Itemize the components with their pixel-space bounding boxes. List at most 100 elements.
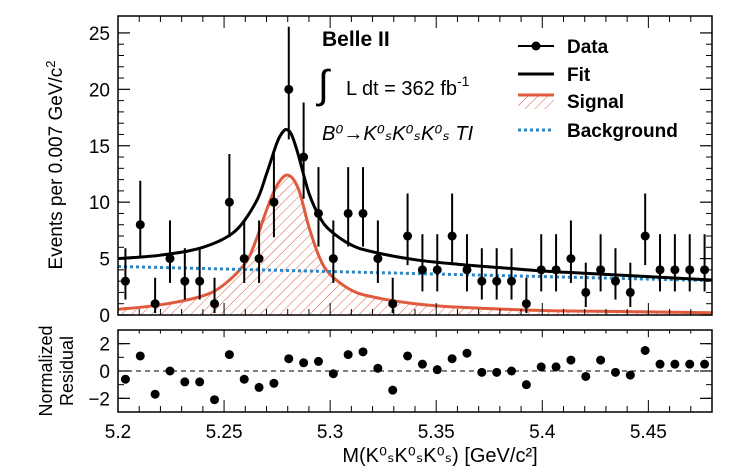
residual-points — [120, 346, 710, 405]
data-point — [655, 265, 665, 275]
residual-point — [135, 351, 145, 361]
data-point — [596, 265, 606, 275]
residual-point — [224, 350, 234, 360]
data-layer — [120, 26, 710, 314]
data-point — [551, 265, 561, 275]
legend: Data Fit Signal Background — [518, 37, 678, 142]
fit-curve — [117, 127, 713, 282]
residual-point — [462, 348, 472, 358]
residual-point — [625, 370, 635, 380]
data-point — [610, 276, 620, 286]
data-point — [165, 254, 175, 264]
data-point — [536, 265, 546, 275]
legend-fit: Fit — [518, 65, 591, 86]
residual-point — [343, 350, 353, 360]
residual-point — [581, 371, 591, 381]
residual-point — [195, 377, 205, 387]
residual-point — [507, 366, 517, 376]
data-point — [284, 84, 294, 94]
residual-point — [417, 359, 427, 369]
residual-y-ticks: −2 0 2 — [88, 329, 712, 413]
residual-point — [432, 365, 442, 375]
background-curve — [117, 264, 713, 283]
data-point — [328, 254, 338, 264]
data-point — [224, 197, 234, 207]
data-point — [180, 276, 190, 286]
data-point — [269, 197, 279, 207]
main-y-tick-label: 20 — [89, 80, 110, 101]
x-tick-label: 5.4 — [529, 422, 556, 443]
residual-point — [640, 346, 650, 355]
residual-point — [150, 389, 160, 399]
decay-label: B⁰→K⁰ₛK⁰ₛK⁰ₛ TI — [322, 123, 474, 145]
residual-point — [358, 347, 368, 357]
data-point — [403, 231, 413, 241]
data-point — [343, 208, 353, 218]
legend-signal-label: Signal — [567, 92, 624, 113]
data-point — [210, 299, 220, 309]
residual-point — [328, 369, 338, 379]
residual-y-tick-label: 0 — [99, 362, 110, 383]
legend-signal: Signal — [518, 92, 624, 113]
legend-signal-swatch — [518, 95, 554, 109]
residual-point — [566, 355, 576, 365]
data-point — [388, 299, 398, 309]
data-point — [150, 299, 160, 309]
main-y-tick-label: 0 — [99, 306, 110, 327]
x-axis-label: M(K⁰ₛK⁰ₛK⁰ₛ) [GeV/c²] — [342, 445, 537, 467]
residual-y-tick-label: −2 — [88, 389, 110, 410]
data-point — [432, 265, 442, 275]
signal-layer — [117, 173, 713, 315]
data-point — [477, 276, 487, 286]
data-point — [581, 287, 591, 297]
residual-point — [492, 367, 502, 377]
residual-y-label-line1: Normalized — [36, 325, 56, 416]
data-point — [373, 254, 383, 264]
main-y-ticks: 0 5 10 15 20 25 — [89, 24, 712, 327]
residual-point — [313, 356, 323, 366]
residual-point — [120, 374, 130, 384]
data-point — [358, 208, 368, 218]
main-y-tick-label: 10 — [89, 193, 110, 214]
residual-point — [284, 354, 294, 364]
residual-point — [180, 377, 190, 387]
experiment-label: Belle II — [322, 28, 390, 51]
main-y-tick-label: 15 — [89, 137, 110, 158]
data-point — [507, 276, 517, 286]
data-point — [417, 265, 427, 275]
residual-panel: −2 0 2 5.2 5.25 5.3 5.35 5.4 5.45 Normalized Re… — [36, 325, 713, 467]
residual-point — [403, 351, 413, 361]
legend-data-marker — [531, 41, 541, 51]
signal-area — [118, 175, 712, 315]
residual-point — [536, 362, 546, 372]
luminosity-label: L dt = 362 fb-1 — [346, 73, 470, 100]
x-tick-label: 5.3 — [317, 422, 343, 443]
data-point — [685, 265, 695, 275]
legend-background-label: Background — [567, 121, 678, 142]
integral-symbol: ∫ — [316, 63, 332, 107]
residual-point — [521, 380, 531, 390]
residual-point — [551, 362, 561, 372]
residual-point — [388, 385, 398, 395]
residual-point — [239, 374, 249, 384]
residual-point — [373, 363, 383, 373]
data-point — [313, 208, 323, 218]
data-point — [670, 265, 680, 275]
main-x-ticks — [117, 16, 713, 315]
residual-point — [596, 355, 606, 365]
legend-background: Background — [518, 121, 678, 142]
signal-curve — [117, 173, 713, 315]
data-point — [239, 254, 249, 264]
residual-point — [447, 354, 457, 364]
residual-point — [210, 395, 220, 405]
residual-x-ticks: 5.2 5.25 5.3 5.35 5.4 5.45 — [105, 330, 713, 443]
fit-layer — [117, 127, 713, 282]
data-point — [625, 287, 635, 297]
legend-fit-label: Fit — [567, 65, 591, 86]
main-panel: 0 5 10 15 20 25 Events per 0.007 GeV/c2 Belle… — [43, 15, 713, 327]
residual-point — [610, 367, 620, 377]
legend-data-label: Data — [567, 37, 609, 58]
data-point — [566, 254, 576, 264]
legend-data: Data — [518, 37, 609, 58]
